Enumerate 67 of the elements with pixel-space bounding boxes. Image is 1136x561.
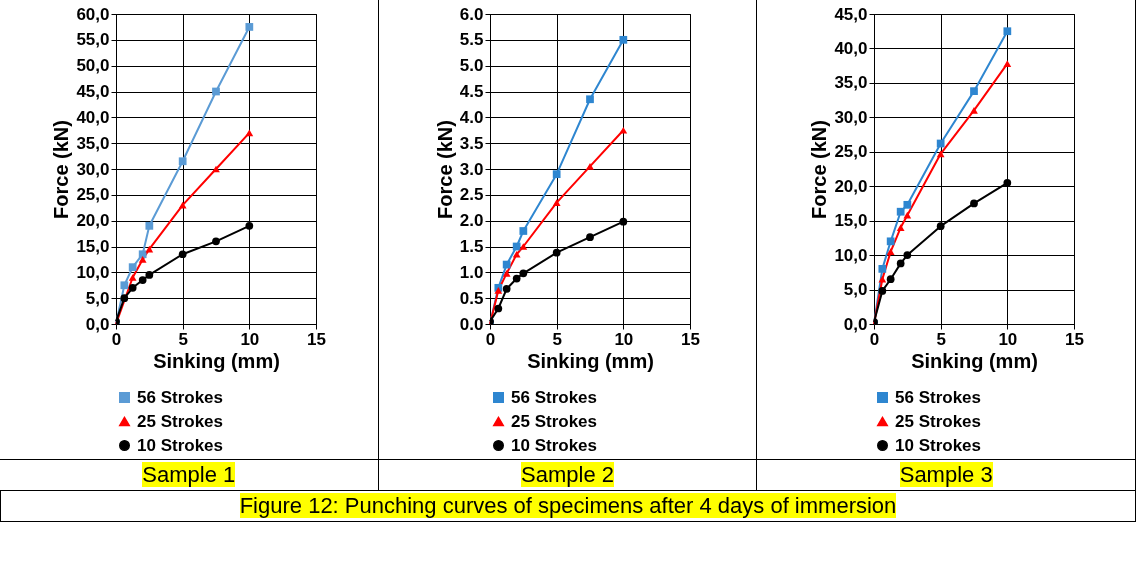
x-axis-title: Sinking (mm) bbox=[153, 349, 281, 372]
legend-label: 25 Strokes bbox=[894, 411, 981, 431]
legend-label: 10 Strokes bbox=[137, 435, 224, 455]
y-tick-label: 45,0 bbox=[834, 4, 868, 24]
y-tick-label: 0.0 bbox=[459, 314, 484, 334]
y-tick-label: 2.0 bbox=[459, 211, 484, 231]
x-tick-label: 0 bbox=[869, 329, 879, 349]
x-tick-label: 15 bbox=[1064, 329, 1084, 349]
text: Sample 1 bbox=[142, 462, 236, 487]
y-tick-label: 10,0 bbox=[76, 262, 110, 282]
x-axis-title: Sinking (mm) bbox=[527, 349, 654, 372]
x-tick-label: 0 bbox=[112, 329, 122, 349]
y-tick-label: 25,0 bbox=[834, 142, 868, 162]
x-tick-label: 0 bbox=[485, 329, 496, 349]
y-tick-label: 40,0 bbox=[76, 107, 110, 127]
y-tick-label: 3.5 bbox=[459, 133, 484, 153]
legend-label: 56 Strokes bbox=[511, 387, 597, 407]
y-tick-label: 4.5 bbox=[459, 82, 484, 101]
y-tick-label: 0,0 bbox=[86, 314, 110, 334]
y-tick-label: 40,0 bbox=[834, 38, 868, 58]
y-tick-label: 5,0 bbox=[86, 288, 110, 308]
y-tick-label: 3.0 bbox=[459, 159, 484, 179]
y-tick-label: 5,0 bbox=[843, 280, 868, 300]
y-tick-label: 35,0 bbox=[834, 73, 868, 93]
y-tick-label: 50,0 bbox=[76, 56, 110, 76]
y-axis-title: Force (kN) bbox=[50, 120, 73, 219]
y-tick-label: 30,0 bbox=[834, 107, 868, 127]
x-axis-title: Sinking (mm) bbox=[910, 349, 1038, 372]
legend-label: 56 Strokes bbox=[137, 387, 224, 407]
y-tick-label: 15,0 bbox=[834, 211, 868, 231]
legend-label: 56 Strokes bbox=[894, 387, 981, 407]
y-tick-label: 2.5 bbox=[459, 185, 484, 205]
y-tick-label: 60,0 bbox=[76, 4, 110, 24]
legend-label: 10 Strokes bbox=[894, 435, 981, 455]
y-tick-label: 35,0 bbox=[76, 133, 110, 153]
text: Sample 3 bbox=[899, 462, 993, 487]
y-tick-label: 1.5 bbox=[459, 237, 484, 256]
y-tick-label: 1.0 bbox=[459, 262, 484, 282]
y-tick-label: 20,0 bbox=[76, 211, 110, 231]
x-tick-label: 15 bbox=[307, 329, 327, 349]
text: Sample 2 bbox=[521, 462, 614, 487]
legend-label: 10 Strokes bbox=[511, 435, 597, 455]
legend-label: 25 Strokes bbox=[137, 411, 224, 431]
y-tick-label: 0,0 bbox=[843, 314, 868, 334]
y-tick-label: 0.5 bbox=[459, 288, 484, 308]
x-tick-label: 10 bbox=[240, 329, 260, 349]
legend-label: 25 Strokes bbox=[511, 411, 597, 431]
y-tick-label: 4.0 bbox=[459, 107, 484, 127]
x-tick-label: 10 bbox=[998, 329, 1017, 349]
x-tick-label: 5 bbox=[178, 329, 189, 349]
y-tick-label: 5.0 bbox=[459, 56, 484, 76]
caption: Figure 12: Punching curves of specimens after 4 days of immersion bbox=[239, 493, 897, 518]
y-tick-label: 15,0 bbox=[76, 237, 110, 256]
y-tick-label: 55,0 bbox=[76, 30, 110, 50]
y-tick-label: 5.5 bbox=[459, 30, 484, 50]
y-tick-label: 6.0 bbox=[459, 4, 484, 24]
y-tick-label: 45,0 bbox=[76, 82, 110, 101]
y-tick-label: 10,0 bbox=[834, 245, 868, 265]
x-tick-label: 5 bbox=[552, 329, 562, 349]
y-tick-label: 25,0 bbox=[76, 185, 110, 205]
x-tick-label: 5 bbox=[936, 329, 946, 349]
x-tick-label: 15 bbox=[681, 329, 700, 349]
y-axis-title: Force (kN) bbox=[433, 120, 456, 219]
x-tick-label: 10 bbox=[614, 329, 634, 349]
y-tick-label: 20,0 bbox=[834, 176, 868, 196]
y-axis-title: Force (kN) bbox=[808, 120, 831, 219]
y-tick-label: 30,0 bbox=[76, 159, 110, 179]
